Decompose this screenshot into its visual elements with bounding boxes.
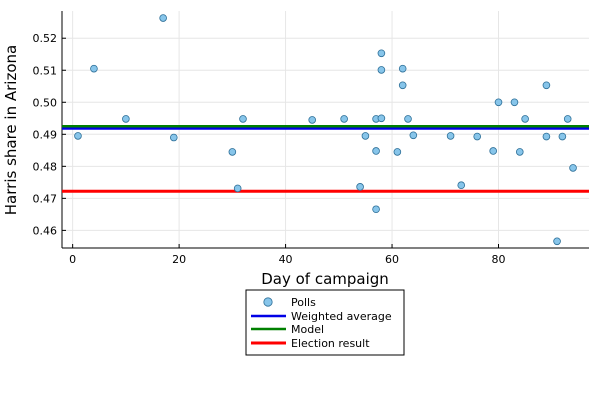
ticks-layer: 0 20 40 60 80 0.46 0.47 0.48 0.49 0.50 0.51 0.52 bbox=[33, 32, 506, 266]
series-layer bbox=[62, 14, 589, 246]
poll-point bbox=[308, 116, 316, 124]
poll-point bbox=[553, 237, 561, 246]
poll-point bbox=[372, 205, 380, 214]
x-axis-label: Day of campaign bbox=[261, 270, 389, 288]
poll-point bbox=[398, 81, 407, 90]
poll-point bbox=[122, 115, 130, 123]
legend-election-result-label: Election result bbox=[291, 337, 370, 350]
poll-point bbox=[473, 132, 482, 141]
poll-point bbox=[159, 14, 167, 22]
poll-point bbox=[515, 148, 524, 156]
legend-model-label: Model bbox=[291, 323, 324, 336]
poll-point bbox=[393, 148, 402, 156]
poll-point bbox=[489, 147, 497, 155]
poll-point bbox=[398, 64, 407, 73]
poll-point bbox=[542, 81, 551, 90]
poll-point bbox=[239, 115, 247, 123]
poll-point bbox=[404, 115, 412, 123]
poll-point bbox=[377, 114, 386, 123]
poll-point bbox=[457, 181, 466, 190]
y-tick-label: 0.52 bbox=[33, 32, 58, 45]
x-tick-label: 20 bbox=[172, 253, 186, 266]
legend-weighted-average-label: Weighted average bbox=[291, 310, 392, 323]
poll-point bbox=[74, 132, 82, 140]
poll-point bbox=[340, 115, 348, 123]
y-tick-label: 0.50 bbox=[33, 96, 58, 109]
x-tick-label: 60 bbox=[385, 253, 399, 266]
y-tick-label: 0.49 bbox=[33, 128, 58, 141]
poll-point bbox=[446, 132, 455, 140]
poll-point bbox=[228, 148, 237, 156]
x-tick-label: 80 bbox=[492, 253, 506, 266]
poll-point bbox=[542, 132, 551, 141]
y-tick-label: 0.46 bbox=[33, 224, 58, 237]
y-axis-label: Harris share in Arizona bbox=[2, 45, 20, 215]
poll-point bbox=[233, 184, 242, 193]
poll-point bbox=[169, 133, 178, 142]
x-tick-label: 40 bbox=[279, 253, 293, 266]
poll-point bbox=[563, 115, 572, 123]
x-tick-label: 0 bbox=[69, 253, 76, 266]
poll-point bbox=[510, 98, 519, 107]
poll-point bbox=[569, 164, 577, 172]
poll-point bbox=[521, 115, 529, 123]
poll-point bbox=[377, 66, 386, 74]
poll-point bbox=[356, 183, 364, 191]
y-tick-label: 0.51 bbox=[33, 64, 58, 77]
poll-point bbox=[494, 98, 503, 107]
legend-polls-marker bbox=[263, 297, 273, 307]
poll-point bbox=[409, 131, 418, 140]
y-tick-label: 0.47 bbox=[33, 192, 58, 205]
legend-polls-label: Polls bbox=[291, 296, 316, 309]
poll-point bbox=[558, 132, 567, 141]
legend: Polls Weighted average Model Election re… bbox=[245, 289, 405, 356]
poll-point bbox=[90, 64, 98, 73]
poll-point bbox=[372, 147, 380, 155]
y-tick-label: 0.48 bbox=[33, 160, 58, 173]
poll-point bbox=[377, 49, 386, 58]
poll-point bbox=[361, 132, 370, 140]
